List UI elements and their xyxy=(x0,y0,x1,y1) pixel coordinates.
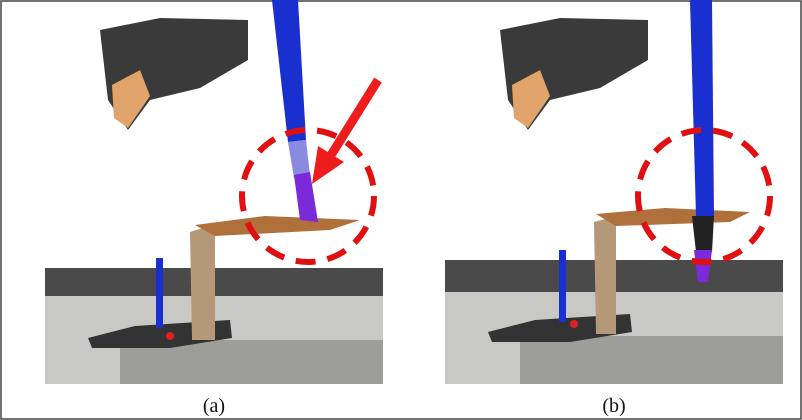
page: (a) (b) (() => { const data = JSON.parse… xyxy=(0,0,802,420)
floor-shadow xyxy=(520,336,783,384)
caption: (b) xyxy=(602,395,625,417)
caption: (a) xyxy=(203,395,225,417)
figure: (a) (b) xyxy=(0,0,802,420)
axis-marker xyxy=(156,258,163,328)
shelf-leg xyxy=(594,216,616,334)
axis-marker xyxy=(559,250,566,322)
marker-dot xyxy=(570,320,578,328)
marker-dot xyxy=(166,332,174,340)
shelf-leg xyxy=(190,224,215,340)
